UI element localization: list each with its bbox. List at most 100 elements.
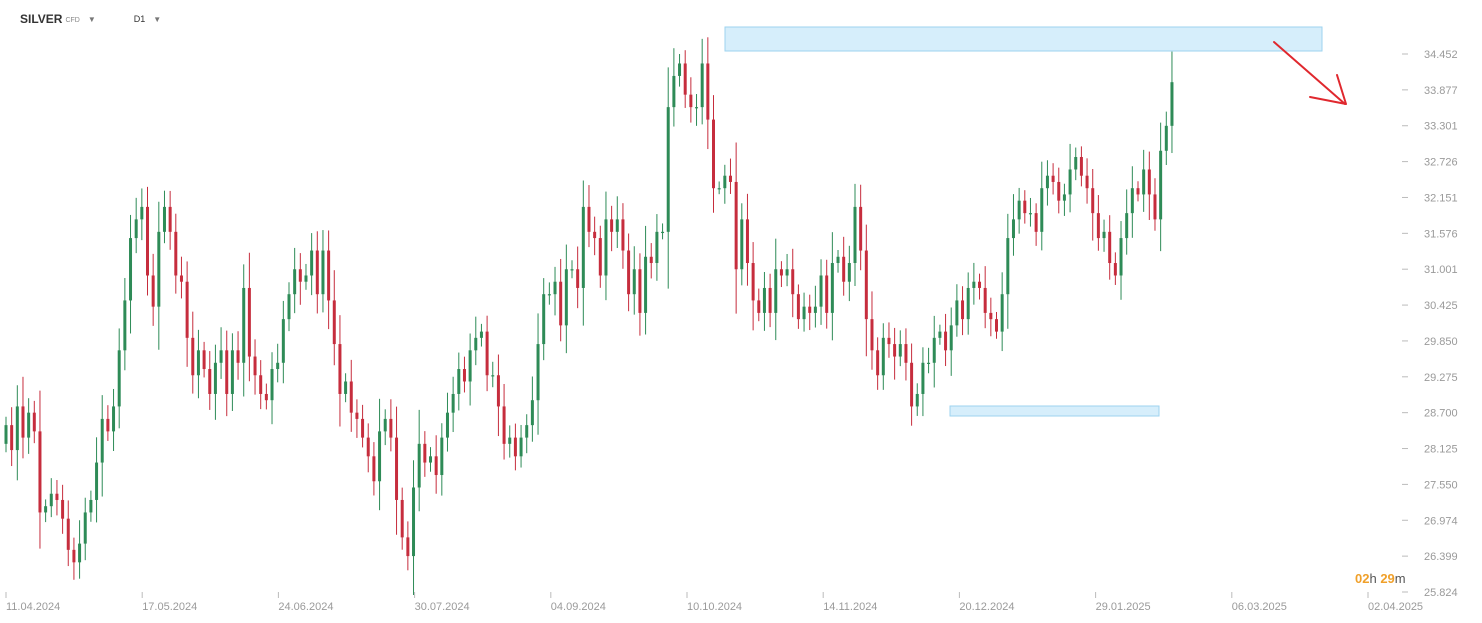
candle bbox=[830, 232, 834, 341]
candle bbox=[1096, 195, 1100, 251]
chart-toolbar: SILVER CFD ▼ D1 ▼ bbox=[20, 10, 161, 28]
candle bbox=[253, 339, 257, 395]
candle bbox=[842, 236, 846, 296]
timeframe-label[interactable]: D1 bbox=[133, 14, 146, 24]
price-tick-label: 28.700 bbox=[1424, 408, 1458, 420]
candle bbox=[327, 230, 331, 330]
price-tick-label: 30.425 bbox=[1424, 300, 1458, 312]
candle-body bbox=[344, 381, 348, 394]
candle bbox=[876, 337, 880, 390]
candle bbox=[287, 282, 291, 332]
candle bbox=[689, 77, 693, 123]
candle-body bbox=[95, 462, 99, 500]
candle-body bbox=[1096, 213, 1100, 239]
candle bbox=[38, 390, 42, 549]
candle-body bbox=[966, 287, 970, 320]
candle-body bbox=[1159, 150, 1163, 220]
candle-body bbox=[372, 456, 376, 482]
candle-body bbox=[525, 425, 529, 438]
candle-body bbox=[1057, 181, 1061, 201]
candle bbox=[762, 271, 766, 331]
candle bbox=[1079, 146, 1083, 187]
symbol-label[interactable]: SILVER bbox=[20, 12, 63, 26]
resistance-zone bbox=[724, 26, 1323, 52]
candle bbox=[672, 48, 676, 127]
candle-body bbox=[157, 231, 161, 307]
candle-body bbox=[140, 206, 144, 220]
candle bbox=[632, 246, 636, 315]
candle-body bbox=[706, 63, 710, 120]
candle bbox=[315, 231, 319, 314]
price-tick-label: 28.125 bbox=[1424, 444, 1458, 456]
time-tick-label: 04.09.2024 bbox=[551, 601, 606, 613]
candle-body bbox=[864, 250, 868, 320]
candle-body bbox=[179, 275, 183, 282]
candle-body bbox=[955, 300, 959, 326]
candle bbox=[853, 183, 857, 287]
candle bbox=[1023, 190, 1027, 224]
candle bbox=[717, 181, 721, 195]
candle bbox=[1028, 197, 1032, 227]
candle-body bbox=[21, 406, 25, 438]
candle bbox=[1074, 147, 1078, 181]
candle-body bbox=[61, 499, 65, 519]
candle-body bbox=[1040, 188, 1044, 232]
candle-body bbox=[757, 300, 761, 313]
time-tick-label: 11.04.2024 bbox=[6, 601, 60, 613]
candle-body bbox=[791, 269, 795, 295]
candle bbox=[496, 354, 500, 437]
candle bbox=[678, 54, 682, 87]
candle-body bbox=[581, 206, 585, 288]
candle bbox=[55, 480, 59, 516]
price-tick-label: 26.399 bbox=[1424, 551, 1458, 563]
candle bbox=[1017, 187, 1021, 234]
candle bbox=[1085, 158, 1089, 204]
candle bbox=[910, 343, 914, 426]
candle bbox=[536, 313, 540, 435]
candle bbox=[123, 277, 127, 371]
timeframe-dropdown-chevron-icon[interactable]: ▼ bbox=[153, 14, 162, 24]
symbol-dropdown-chevron-icon[interactable]: ▼ bbox=[87, 14, 96, 24]
candle bbox=[1062, 183, 1066, 216]
candle-body bbox=[972, 281, 976, 288]
candle bbox=[321, 230, 325, 313]
candle-body bbox=[762, 287, 766, 313]
candle bbox=[310, 233, 314, 296]
candle bbox=[236, 331, 240, 380]
candle bbox=[1091, 168, 1095, 241]
candle bbox=[213, 344, 217, 420]
candle-body bbox=[445, 412, 449, 438]
candle-body bbox=[1091, 188, 1095, 214]
candle bbox=[847, 245, 851, 302]
candle-body bbox=[1136, 188, 1140, 195]
candle bbox=[174, 213, 178, 294]
candle-body bbox=[412, 487, 416, 557]
candle bbox=[264, 383, 268, 410]
candle bbox=[242, 264, 246, 397]
candle bbox=[1159, 122, 1163, 252]
price-axis: 34.452 33.877 33.301 32.726 32.151 31.576 31.0… bbox=[1402, 49, 1458, 599]
candle bbox=[168, 190, 172, 250]
candle-body bbox=[898, 344, 902, 357]
candle bbox=[961, 286, 965, 336]
candle-body bbox=[1051, 175, 1055, 182]
candle-body bbox=[123, 300, 127, 351]
symbol-type-label: CFD bbox=[65, 16, 80, 24]
candle-body bbox=[513, 437, 517, 457]
candle-body bbox=[1034, 213, 1038, 232]
candle-body bbox=[813, 306, 817, 313]
candle bbox=[117, 328, 121, 429]
candle-body bbox=[649, 256, 653, 264]
candle-body bbox=[927, 362, 931, 364]
candle-body bbox=[678, 63, 682, 76]
candle bbox=[655, 214, 659, 281]
candle bbox=[1170, 51, 1174, 154]
candle bbox=[972, 262, 976, 305]
candle-body bbox=[304, 275, 308, 282]
candle bbox=[1113, 252, 1117, 285]
candle bbox=[966, 272, 970, 335]
candle-body bbox=[1153, 194, 1157, 220]
time-tick-label: 24.06.2024 bbox=[278, 601, 333, 613]
candle bbox=[1068, 143, 1072, 213]
